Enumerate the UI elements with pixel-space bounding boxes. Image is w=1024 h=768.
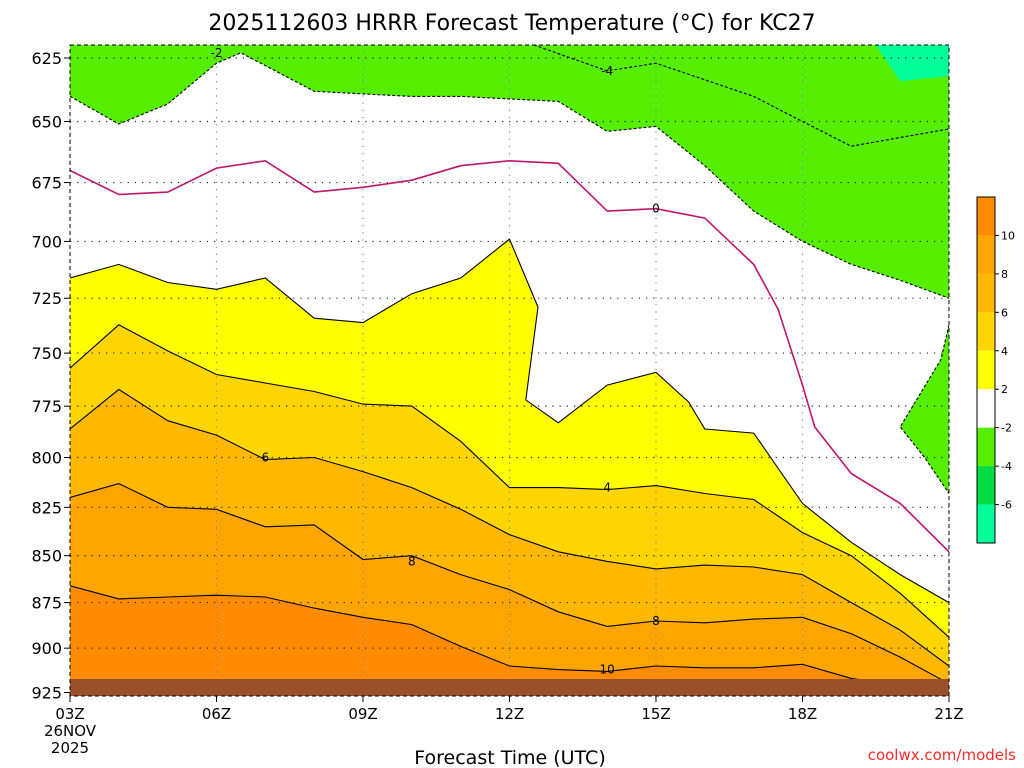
x-tick-label: 09Z [348, 705, 377, 723]
colorbar-swatch [977, 350, 995, 390]
x-tick-label: 06Z [202, 705, 231, 723]
x-tick-label: 12Z [495, 705, 524, 723]
chart-title: 2025112603 HRRR Forecast Temperature (°C… [208, 11, 815, 36]
ground-fill [70, 679, 949, 696]
contour-label: 4 [603, 481, 611, 495]
contour-0 [70, 159, 949, 553]
colorbar-swatch [977, 312, 995, 351]
x-tick-label: 21Z [934, 705, 963, 723]
y-tick-label: 875 [31, 594, 62, 613]
contour-label: -2 [211, 46, 223, 60]
x-tick-label: 03Z [55, 705, 84, 723]
colorbar-swatch [977, 389, 995, 428]
colorbar-legend: 10 8 6 4 2 -2 -4 -6 [976, 196, 1015, 544]
contour-lines [70, 45, 949, 690]
y-tick-label: 650 [31, 112, 62, 131]
colorbar-tick-label: 4 [1001, 345, 1008, 358]
y-tick-label: 800 [31, 449, 62, 468]
y-tick-label: 625 [31, 49, 62, 68]
temperature-fill-bands [70, 45, 949, 696]
colorbar-swatch [977, 273, 995, 313]
colorbar-swatch [977, 504, 995, 543]
contour-label: 8 [408, 554, 416, 568]
colorbar-tick-label: -6 [1001, 499, 1012, 512]
contour-8 [70, 483, 949, 685]
fill-band-10 [70, 585, 949, 696]
contour-label: 10 [600, 663, 615, 677]
y-tick-label: 825 [31, 498, 62, 517]
colorbar-swatch [977, 466, 995, 505]
x-date-label: 2025 [51, 739, 89, 757]
y-axis: 625 650 675 700 725 750 775 800 825 850 875 900 925 [31, 49, 70, 703]
contour-label: 8 [652, 614, 660, 628]
y-tick-label: 750 [31, 344, 62, 363]
colorbar-tick-label: -2 [1001, 422, 1012, 435]
contour-label: -4 [601, 64, 613, 78]
colorbar-swatch [977, 197, 995, 236]
x-tick-label: 15Z [641, 705, 670, 723]
colorbar-swatch [977, 427, 995, 467]
y-tick-label: 775 [31, 397, 62, 416]
contour--4 [533, 45, 949, 147]
colorbar-tick-label: 6 [1001, 306, 1008, 319]
x-axis-label: Forecast Time (UTC) [414, 747, 605, 768]
colorbar-frame [976, 196, 996, 544]
fill-band-m6 [875, 45, 949, 82]
y-tick-label: 675 [31, 174, 62, 193]
contour-label: 6 [262, 451, 270, 465]
colorbar-tick-label: -4 [1001, 460, 1012, 473]
colorbar-tick-label: 2 [1001, 383, 1008, 396]
y-tick-label: 900 [31, 639, 62, 658]
contour-labels: -2 -4 0 4 6 8 8 10 [211, 46, 660, 677]
contour--2 [70, 52, 949, 299]
contour-2 [70, 238, 949, 604]
credit-text: coolwx.com/models [868, 746, 1016, 764]
colorbar-swatch [977, 235, 995, 274]
y-tick-label: 725 [31, 289, 62, 308]
y-tick-label: 700 [31, 232, 62, 251]
x-date-label: 26NOV [44, 722, 97, 740]
contour-4 [70, 324, 949, 638]
x-tick-label: 18Z [788, 705, 817, 723]
contour-10 [70, 585, 949, 690]
colorbar-tick-label: 8 [1001, 268, 1008, 281]
y-tick-label: 925 [31, 684, 62, 703]
contour-label: 0 [652, 202, 660, 216]
ground-strip [70, 679, 949, 696]
contour-6 [70, 388, 949, 667]
colorbar-tick-label: 10 [1001, 229, 1015, 242]
y-tick-label: 850 [31, 547, 62, 566]
